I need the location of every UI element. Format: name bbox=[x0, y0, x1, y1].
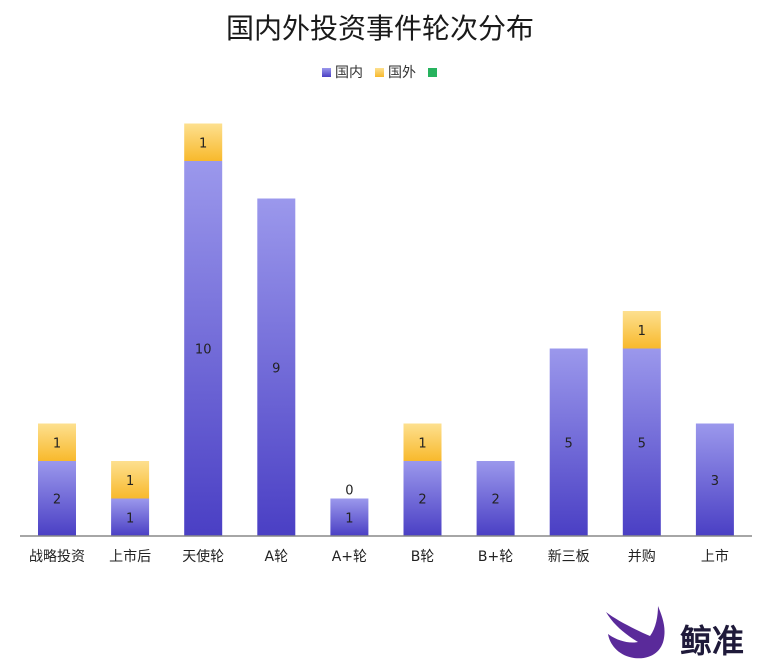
data-label-domestic-0: 2 bbox=[53, 493, 61, 508]
legend-swatch-foreign bbox=[375, 68, 384, 77]
bar-domestic-8[interactable] bbox=[622, 348, 661, 537]
bar-domestic-7[interactable] bbox=[549, 348, 588, 537]
data-label-foreign-8: 1 bbox=[638, 324, 646, 339]
legend-swatch-domestic bbox=[322, 68, 331, 77]
data-label-foreign-4: 0 bbox=[345, 484, 353, 499]
x-tick-label-6: B+轮 bbox=[478, 549, 513, 565]
data-label-foreign-1: 1 bbox=[126, 474, 134, 489]
bar-domestic-3[interactable] bbox=[257, 198, 296, 537]
legend: 国内 国外 bbox=[322, 65, 437, 81]
x-tick-label-1: 上市后 bbox=[109, 548, 151, 565]
brand-logo: 鲸准 bbox=[606, 606, 744, 660]
x-tick-label-5: B轮 bbox=[411, 549, 435, 565]
x-tick-label-8: 并购 bbox=[628, 549, 656, 565]
brand-name: 鲸准 bbox=[680, 622, 744, 660]
x-tick-label-7: 新三板 bbox=[548, 549, 590, 565]
data-label-domestic-3: 9 bbox=[272, 361, 280, 376]
legend-swatch-third bbox=[428, 68, 437, 77]
x-tick-label-3: A轮 bbox=[265, 549, 289, 565]
data-label-domestic-6: 2 bbox=[491, 493, 499, 508]
data-label-foreign-2: 1 bbox=[199, 136, 207, 151]
bar-domestic-2[interactable] bbox=[184, 161, 223, 536]
bar-domestic-9[interactable] bbox=[695, 423, 734, 537]
bar-domestic-6[interactable] bbox=[476, 461, 515, 536]
bar-foreign-8[interactable] bbox=[622, 311, 661, 349]
data-label-foreign-5: 1 bbox=[418, 436, 426, 451]
data-label-foreign-0: 1 bbox=[53, 436, 61, 451]
legend-item-domestic[interactable]: 国内 bbox=[322, 65, 363, 81]
x-tick-label-0: 战略投资 bbox=[29, 549, 85, 565]
data-label-domestic-5: 2 bbox=[418, 493, 426, 508]
data-label-domestic-4: 1 bbox=[345, 511, 353, 526]
legend-item-foreign[interactable]: 国外 bbox=[375, 65, 416, 81]
data-label-domestic-8: 5 bbox=[638, 436, 646, 451]
data-label-domestic-1: 1 bbox=[126, 511, 134, 526]
bar-domestic-4[interactable] bbox=[330, 498, 369, 537]
x-tick-label-4: A+轮 bbox=[332, 549, 367, 565]
bars-layer bbox=[38, 123, 734, 537]
legend-label-domestic: 国内 bbox=[335, 65, 363, 81]
data-label-domestic-9: 3 bbox=[711, 474, 719, 489]
x-tick-label-9: 上市 bbox=[701, 548, 729, 565]
legend-label-foreign: 国外 bbox=[388, 65, 416, 81]
bar-domestic-5[interactable] bbox=[403, 461, 442, 536]
bar-foreign-5[interactable] bbox=[403, 423, 442, 462]
bar-foreign-0[interactable] bbox=[38, 423, 76, 462]
legend-item-third[interactable] bbox=[428, 68, 437, 77]
chart-title: 国内外投资事件轮次分布 bbox=[226, 12, 534, 45]
data-label-domestic-7: 5 bbox=[565, 436, 573, 451]
labels-layer: 21战略投资11上市后101天使轮9A轮10A+轮21B轮2B+轮5新三板51并… bbox=[29, 136, 729, 565]
data-label-domestic-2: 10 bbox=[195, 343, 212, 358]
bar-domestic-1[interactable] bbox=[111, 498, 150, 537]
bar-foreign-1[interactable] bbox=[111, 461, 150, 499]
bar-foreign-2[interactable] bbox=[184, 123, 223, 162]
bar-domestic-0[interactable] bbox=[38, 461, 76, 536]
x-tick-label-2: 天使轮 bbox=[182, 548, 224, 565]
whale-logo-icon bbox=[606, 606, 665, 659]
